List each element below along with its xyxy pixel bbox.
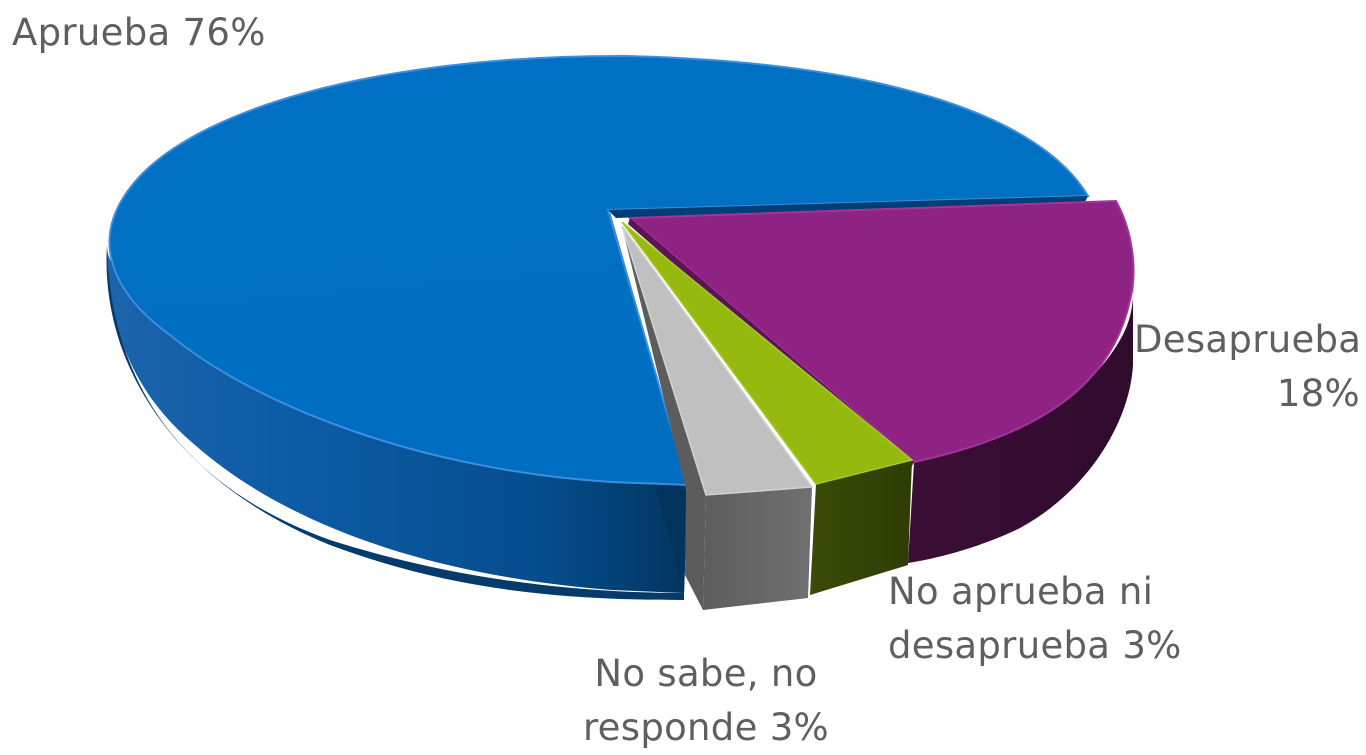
slice-top-aprueba — [108, 54, 1090, 487]
label-line: Aprueba 76% — [12, 11, 266, 54]
data-label-no-aprueba-ni-desaprueba: No aprueba ni desaprueba 3% — [888, 565, 1182, 673]
slice-edge-aprueba — [608, 196, 1088, 218]
slice-top-desaprueba — [627, 199, 1135, 464]
slice-group-aprueba — [106, 54, 1090, 600]
label-line: No aprueba ni — [888, 570, 1154, 613]
data-label-no-sabe-no-responde: No sabe, no responde 3% — [560, 647, 852, 755]
label-line: responde 3% — [582, 706, 830, 749]
slice-side-nosabe — [703, 487, 812, 610]
slice-group-nosabe — [621, 225, 814, 610]
label-line: 18% — [1276, 372, 1360, 415]
label-line: desaprueba 3% — [888, 624, 1182, 667]
slice-top-ni — [621, 221, 914, 485]
label-line: No sabe, no — [594, 652, 818, 695]
data-label-aprueba: Aprueba 76% — [12, 6, 266, 60]
slice-top-nosabe — [621, 225, 814, 496]
slice-side-ni — [810, 460, 912, 595]
slice-inner-nosabe — [622, 226, 706, 610]
slice-side-desaprueba — [908, 280, 1134, 563]
data-label-desaprueba: Desaprueba 18% — [1134, 313, 1362, 421]
slice-side-aprueba — [107, 245, 688, 593]
slice-group-ni — [621, 221, 914, 595]
label-line: Desaprueba — [1134, 318, 1362, 361]
